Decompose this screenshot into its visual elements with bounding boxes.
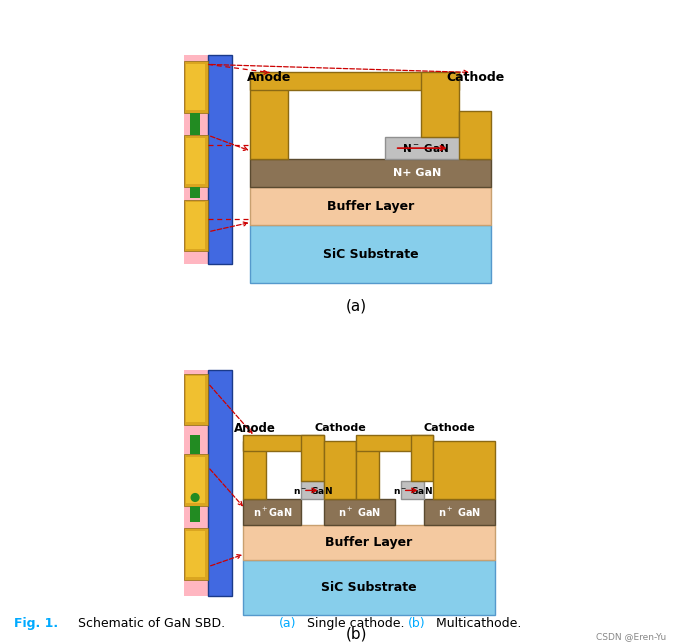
FancyBboxPatch shape xyxy=(184,61,208,113)
Text: Cathode: Cathode xyxy=(314,423,366,433)
Text: Anode: Anode xyxy=(247,71,291,84)
FancyBboxPatch shape xyxy=(243,499,301,525)
Text: n$^+$GaN: n$^+$GaN xyxy=(252,506,292,518)
FancyBboxPatch shape xyxy=(186,202,205,249)
FancyBboxPatch shape xyxy=(184,374,208,425)
FancyBboxPatch shape xyxy=(243,441,266,499)
FancyBboxPatch shape xyxy=(301,435,324,482)
Circle shape xyxy=(191,493,199,501)
FancyBboxPatch shape xyxy=(184,454,208,506)
Text: n$^-$ GaN: n$^-$ GaN xyxy=(292,485,333,496)
Text: (a): (a) xyxy=(345,298,367,314)
FancyBboxPatch shape xyxy=(420,73,459,137)
Text: Cathode: Cathode xyxy=(446,71,505,84)
FancyBboxPatch shape xyxy=(411,435,433,482)
FancyBboxPatch shape xyxy=(184,528,208,580)
FancyBboxPatch shape xyxy=(190,435,200,454)
FancyBboxPatch shape xyxy=(190,506,200,522)
Text: Anode: Anode xyxy=(234,422,275,435)
Text: SiC Substrate: SiC Substrate xyxy=(321,581,417,594)
Text: Multicathode.: Multicathode. xyxy=(432,617,521,630)
FancyBboxPatch shape xyxy=(250,225,492,283)
FancyBboxPatch shape xyxy=(186,457,205,503)
FancyBboxPatch shape xyxy=(186,64,205,110)
FancyBboxPatch shape xyxy=(184,55,232,264)
Text: SiC Substrate: SiC Substrate xyxy=(323,248,418,261)
FancyBboxPatch shape xyxy=(184,370,232,596)
Text: (a): (a) xyxy=(279,617,296,630)
Text: Buffer Layer: Buffer Layer xyxy=(325,536,413,549)
FancyBboxPatch shape xyxy=(301,482,324,499)
Text: n$^+$ GaN: n$^+$ GaN xyxy=(338,506,381,518)
Text: N+ GaN: N+ GaN xyxy=(393,168,441,178)
FancyBboxPatch shape xyxy=(324,499,395,525)
FancyBboxPatch shape xyxy=(208,370,232,596)
FancyBboxPatch shape xyxy=(190,113,200,135)
FancyBboxPatch shape xyxy=(243,435,324,451)
FancyBboxPatch shape xyxy=(424,499,494,525)
FancyBboxPatch shape xyxy=(250,187,492,225)
Text: (b): (b) xyxy=(345,627,367,642)
FancyBboxPatch shape xyxy=(243,560,494,615)
Text: n$^-$ GaN: n$^-$ GaN xyxy=(392,485,432,496)
FancyBboxPatch shape xyxy=(250,160,492,187)
FancyBboxPatch shape xyxy=(184,200,208,251)
FancyBboxPatch shape xyxy=(186,376,205,422)
Text: N$^-$ GaN: N$^-$ GaN xyxy=(402,142,449,154)
Text: Single cathode.: Single cathode. xyxy=(303,617,408,630)
Text: Cathode: Cathode xyxy=(424,423,475,433)
FancyBboxPatch shape xyxy=(208,55,232,264)
FancyBboxPatch shape xyxy=(401,482,424,499)
FancyBboxPatch shape xyxy=(250,79,288,160)
Text: CSDN @Eren-Yu: CSDN @Eren-Yu xyxy=(596,632,666,641)
FancyBboxPatch shape xyxy=(385,137,466,160)
FancyBboxPatch shape xyxy=(433,441,494,499)
FancyBboxPatch shape xyxy=(459,111,492,160)
Text: Schematic of GaN SBD.: Schematic of GaN SBD. xyxy=(78,617,229,630)
Text: n$^+$ GaN: n$^+$ GaN xyxy=(438,506,481,518)
Text: Fig. 1.: Fig. 1. xyxy=(14,617,58,630)
FancyBboxPatch shape xyxy=(184,135,208,187)
FancyBboxPatch shape xyxy=(186,531,205,577)
FancyBboxPatch shape xyxy=(250,73,459,90)
Text: Buffer Layer: Buffer Layer xyxy=(327,200,414,213)
FancyBboxPatch shape xyxy=(243,525,494,560)
FancyBboxPatch shape xyxy=(324,441,356,499)
Text: (b): (b) xyxy=(408,617,426,630)
FancyBboxPatch shape xyxy=(356,435,433,451)
FancyBboxPatch shape xyxy=(356,441,379,499)
FancyBboxPatch shape xyxy=(190,187,200,198)
FancyBboxPatch shape xyxy=(186,138,205,184)
